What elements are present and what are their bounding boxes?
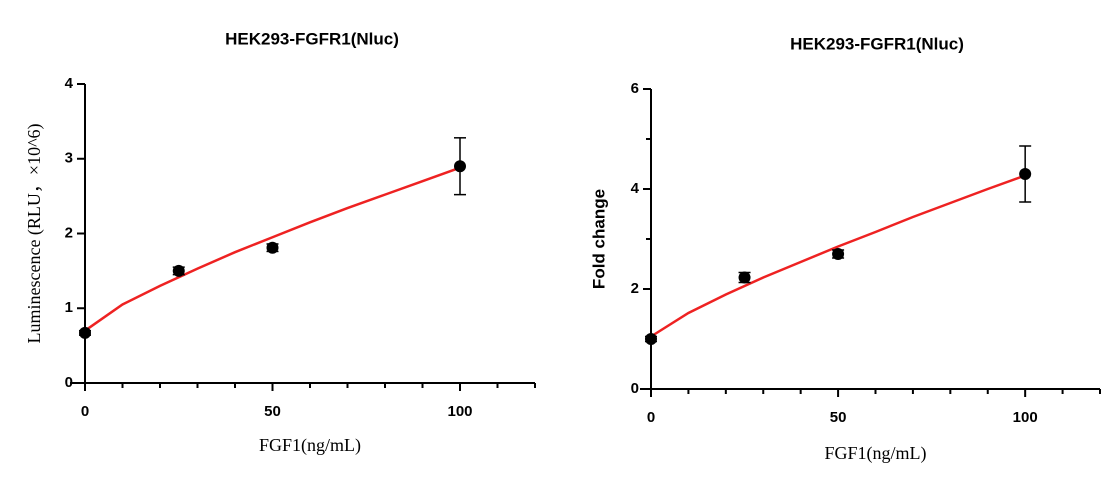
x-tick-label: 100 [1013, 409, 1038, 426]
y-tick-label: 6 [631, 80, 639, 97]
fit-curve [84, 166, 461, 332]
x-tick-label: 50 [830, 409, 847, 426]
y-tick-label: 3 [65, 150, 73, 167]
data-point [172, 264, 185, 277]
fit-curve [650, 174, 1026, 338]
x-tick-label: 0 [647, 409, 655, 426]
chart-title: HEK293-FGFR1(Nluc) [225, 29, 399, 48]
y-axis-label: Luminescence (RLU，×10^6) [24, 123, 45, 343]
y-tick-label: 4 [631, 180, 640, 197]
y-tick-label: 2 [65, 224, 73, 241]
x-axis-label: FGF1(ng/mL) [259, 435, 361, 456]
x-tick-label: 0 [81, 403, 89, 420]
y-tick-label: 2 [631, 280, 639, 297]
y-tick-label: 4 [65, 75, 74, 92]
data-point [79, 326, 91, 339]
x-axis-label: FGF1(ng/mL) [824, 443, 926, 464]
y-tick-label: 0 [65, 374, 73, 391]
y-tick-label: 0 [631, 380, 639, 397]
y-axis-label: Fold change [589, 189, 608, 289]
x-tick-label: 100 [447, 403, 472, 420]
data-point [738, 271, 751, 284]
y-tick-label: 1 [65, 299, 73, 316]
data-point [832, 248, 845, 260]
data-point [266, 241, 279, 254]
data-point [645, 333, 657, 345]
data-point [454, 160, 466, 173]
x-tick-label: 50 [264, 403, 281, 420]
chart-title: HEK293-FGFR1(Nluc) [790, 34, 964, 53]
data-point [1019, 168, 1032, 180]
